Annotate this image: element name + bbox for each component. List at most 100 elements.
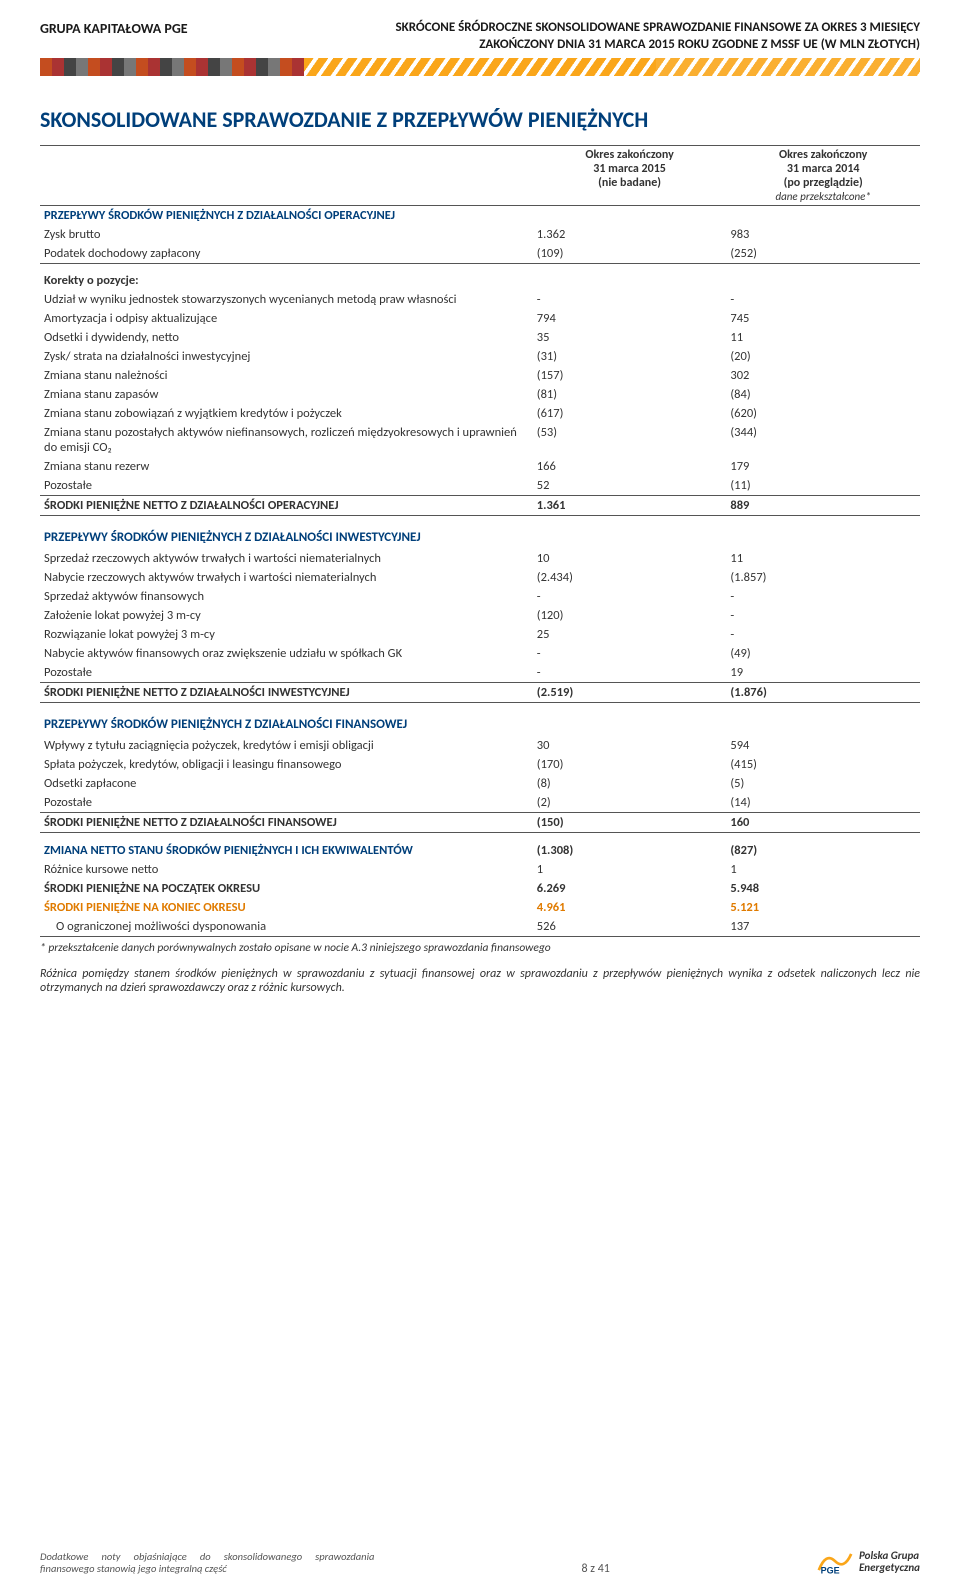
page-footer: Dodatkowe noty objaśniające do skonsolid… [40, 1548, 920, 1576]
logo-text-line1: Polska Grupa [859, 1549, 919, 1562]
table-row: Zmiana stanu rezerw166179 [40, 457, 920, 476]
cell-label: Udział w wyniku jednostek stowarzyszonyc… [40, 290, 533, 309]
cell-value: - [726, 625, 920, 644]
cell-label: PRZEPŁYWY ŚRODKÓW PIENIĘŻNYCH Z DZIAŁALN… [40, 703, 533, 737]
cell-value: 1 [533, 860, 727, 879]
footer-logo-block: PGE Polska Grupa Energetyczna [817, 1548, 920, 1576]
cell-label: Pozostałe [40, 793, 533, 813]
cell-value: 137 [726, 917, 920, 937]
cell-value: (1.857) [726, 568, 920, 587]
cell-label: ŚRODKI PIENIĘŻNE NETTO Z DZIAŁALNOŚCI IN… [40, 683, 533, 703]
table-row: Założenie lokat powyżej 3 m-cy(120)- [40, 606, 920, 625]
cell-value: 179 [726, 457, 920, 476]
period-1-l1: Okres zakończony [585, 148, 673, 162]
cell-value: (49) [726, 644, 920, 663]
cell-label: Zmiana stanu zapasów [40, 385, 533, 404]
cell-value: (8) [533, 774, 727, 793]
cell-value: 794 [533, 309, 727, 328]
logo-text-line2: Energetyczna [859, 1561, 920, 1574]
period-2-l1: Okres zakończony [779, 148, 867, 162]
report-title-block: SKRÓCONE ŚRÓDROCZNE SKONSOLIDOWANE SPRAW… [395, 20, 920, 54]
cell-value: - [533, 290, 727, 309]
cell-label: Zmiana stanu zobowiązań z wyjątkiem kred… [40, 404, 533, 423]
table-row: Pozostałe52(11) [40, 476, 920, 496]
cashflow-table: Okres zakończony 31 marca 2015 (nie bada… [40, 145, 920, 937]
cell-label: Zysk/ strata na działalności inwestycyjn… [40, 347, 533, 366]
page-number: 8 z 41 [581, 1562, 609, 1576]
cell-value: (150) [533, 813, 727, 833]
cell-value: (252) [726, 244, 920, 264]
table-row: Spłata pożyczek, kredytów, obligacji i l… [40, 755, 920, 774]
table-row: Podatek dochodowy zapłacony(109)(252) [40, 244, 920, 264]
cell-label: Zmiana stanu należności [40, 366, 533, 385]
cell-label: Sprzedaż rzeczowych aktywów trwałych i w… [40, 549, 533, 568]
table-row: Pozostałe-19 [40, 663, 920, 683]
cell-label: Zmiana stanu rezerw [40, 457, 533, 476]
cell-label: Spłata pożyczek, kredytów, obligacji i l… [40, 755, 533, 774]
svg-text:PGE: PGE [821, 1566, 840, 1576]
cell-value: (170) [533, 755, 727, 774]
table-row: Wpływy z tytułu zaciągnięcia pożyczek, k… [40, 736, 920, 755]
cell-label: Korekty o pozycje: [40, 271, 533, 290]
cell-label: Nabycie aktywów finansowych oraz zwiększ… [40, 644, 533, 663]
cell-value: (344) [726, 423, 920, 457]
cell-label: Rozwiązanie lokat powyżej 3 m-cy [40, 625, 533, 644]
cash-end-row: ŚRODKI PIENIĘŻNE NA KONIEC OKRESU4.9615.… [40, 898, 920, 917]
cell-value: (1.308) [533, 841, 727, 860]
cell-value: - [726, 606, 920, 625]
table-row: Zmiana stanu należności(157)302 [40, 366, 920, 385]
cell-value: 302 [726, 366, 920, 385]
cell-value: (827) [726, 841, 920, 860]
cell-value: 983 [726, 225, 920, 244]
spacer-row [40, 263, 920, 271]
table-row: Zmiana stanu zobowiązań z wyjątkiem kred… [40, 404, 920, 423]
page-header: GRUPA KAPITAŁOWA PGE SKRÓCONE ŚRÓDROCZNE… [40, 20, 920, 54]
netto-financing-row: ŚRODKI PIENIĘŻNE NETTO Z DZIAŁALNOŚCI FI… [40, 813, 920, 833]
company-name: GRUPA KAPITAŁOWA PGE [40, 20, 188, 37]
cell-label: Zmiana stanu pozostałych aktywów niefina… [40, 423, 533, 457]
cell-value: 11 [726, 328, 920, 347]
cell-value: (31) [533, 347, 727, 366]
cell-label: Założenie lokat powyżej 3 m-cy [40, 606, 533, 625]
netto-investing-row: ŚRODKI PIENIĘŻNE NETTO Z DZIAŁALNOŚCI IN… [40, 683, 920, 703]
cell-value: 4.961 [533, 898, 727, 917]
cell-label: Pozostałe [40, 663, 533, 683]
cell-label: Pozostałe [40, 476, 533, 496]
decorative-color-bar [40, 58, 920, 76]
period-1-l3: (nie badane) [598, 176, 661, 190]
cell-value: (617) [533, 404, 727, 423]
explanation-paragraph: Różnica pomiędzy stanem środków pieniężn… [40, 967, 920, 995]
cell-label: ZMIANA NETTO STANU ŚRODKÓW PIENIĘŻNYCH I… [40, 841, 533, 860]
period-2-l3: (po przeglądzie) [784, 176, 863, 190]
pge-logo-icon: PGE [817, 1548, 853, 1576]
cell-value: (2.519) [533, 683, 727, 703]
cell-value: 526 [533, 917, 727, 937]
bar-segment [304, 58, 656, 76]
cell-value: 889 [726, 496, 920, 516]
period-header-row: Okres zakończony 31 marca 2015 (nie bada… [40, 145, 920, 205]
table-row: Amortyzacja i odpisy aktualizujące794745 [40, 309, 920, 328]
cell-value: - [533, 587, 727, 606]
cell-value: (415) [726, 755, 920, 774]
table-row: Rozwiązanie lokat powyżej 3 m-cy25- [40, 625, 920, 644]
cell-value: (81) [533, 385, 727, 404]
footnote: * przekształcenie danych porównywalnych … [40, 941, 920, 955]
table-row: Odsetki zapłacone(8)(5) [40, 774, 920, 793]
footer-note: Dodatkowe noty objaśniające do skonsolid… [40, 1551, 374, 1576]
table-row: Odsetki i dywidendy, netto3511 [40, 328, 920, 347]
cell-value: 10 [533, 549, 727, 568]
report-title-line2: ZAKOŃCZONY DNIA 31 MARCA 2015 ROKU ZGODN… [395, 37, 920, 54]
cell-label: Nabycie rzeczowych aktywów trwałych i wa… [40, 568, 533, 587]
cell-value: (20) [726, 347, 920, 366]
cell-value: (157) [533, 366, 727, 385]
logo-text: Polska Grupa Energetyczna [859, 1550, 920, 1574]
cell-label: ŚRODKI PIENIĘŻNE NETTO Z DZIAŁALNOŚCI OP… [40, 496, 533, 516]
bar-segment [656, 58, 920, 76]
cell-value: 594 [726, 736, 920, 755]
cell-value: 30 [533, 736, 727, 755]
bar-segment [40, 58, 304, 76]
cell-value: 19 [726, 663, 920, 683]
cell-value: - [726, 290, 920, 309]
table-row: Zysk brutto1.362983 [40, 225, 920, 244]
table-row: Nabycie aktywów finansowych oraz zwiększ… [40, 644, 920, 663]
